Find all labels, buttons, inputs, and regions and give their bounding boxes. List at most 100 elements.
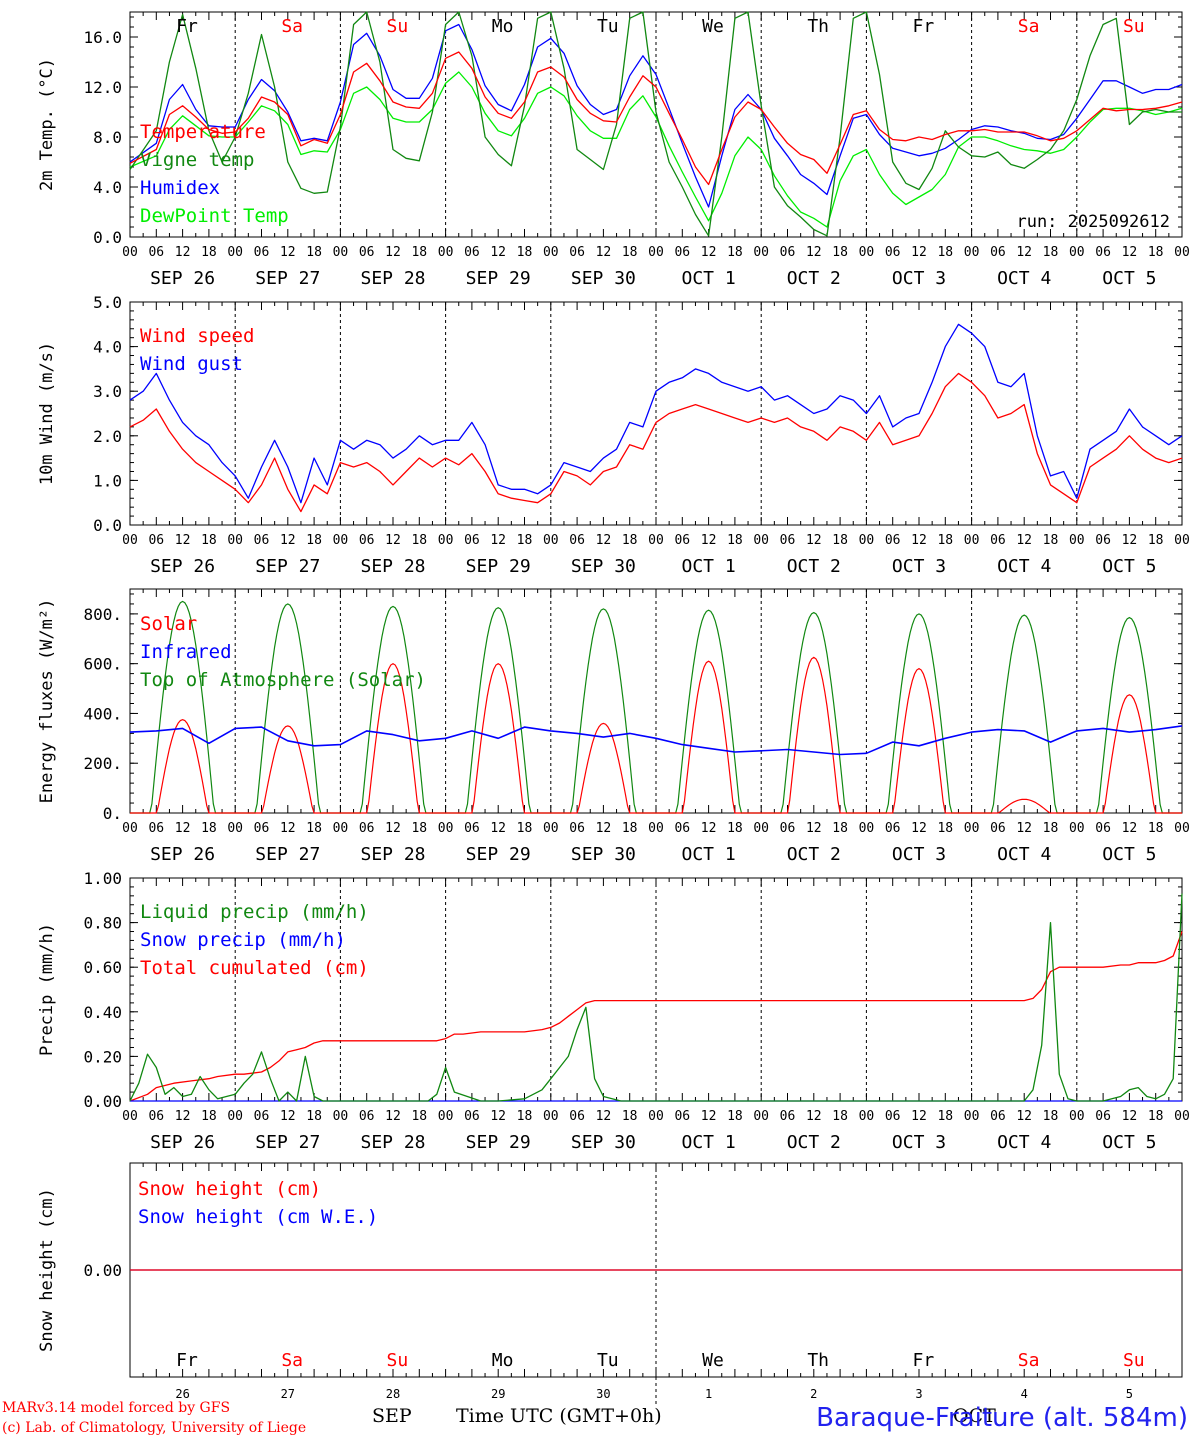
x-date-label: OCT 4 <box>997 556 1051 577</box>
legend-entry: Snow precip (mm/h) <box>140 929 346 951</box>
y-tick-label: 600. <box>83 655 122 674</box>
x-hour-label: 00 <box>122 821 138 836</box>
legend-entry: Snow height (cm W.E.) <box>138 1206 378 1228</box>
x-hour-label: 12 <box>911 245 927 260</box>
x-hour-label: 12 <box>280 245 296 260</box>
x-hour-label: 06 <box>674 1109 690 1124</box>
lab-credit: (c) Lab. of Climatology, University of L… <box>2 1420 307 1436</box>
x-hour-label: 06 <box>359 821 375 836</box>
x-date-label: OCT 1 <box>682 1132 736 1153</box>
y-tick-label: 1.0 <box>93 471 122 490</box>
y-tick-label: 0.0 <box>93 228 122 247</box>
x-hour-label: 00 <box>859 821 875 836</box>
legend-entry: Liquid precip (mm/h) <box>140 901 369 923</box>
x-hour-label: 00 <box>1174 533 1190 548</box>
x-hour-label: 06 <box>780 1109 796 1124</box>
y-axis-label: Precip (mm/h) <box>37 923 57 1056</box>
x-hour-label: 00 <box>648 533 664 548</box>
y-tick-label: 12.0 <box>83 78 122 97</box>
x-hour-label: 06 <box>674 821 690 836</box>
weekday-label: Sa <box>281 16 303 37</box>
x-hour-label: 00 <box>1174 1109 1190 1124</box>
y-tick-label: 400. <box>83 704 122 723</box>
x-date-label: OCT 1 <box>682 268 736 289</box>
x-hour-label: 12 <box>385 821 401 836</box>
x-date-label: SEP 28 <box>360 268 425 289</box>
x-hour-label: 00 <box>753 821 769 836</box>
plot-frame <box>129 588 1183 814</box>
day-number: 2 <box>810 1387 817 1401</box>
x-date-label: OCT 5 <box>1102 844 1156 865</box>
x-hour-label: 12 <box>806 533 822 548</box>
x-date-label: SEP 28 <box>360 1132 425 1153</box>
x-hour-label: 18 <box>1148 821 1164 836</box>
month-oct: OCT <box>953 1405 996 1427</box>
station-title: Baraque-Fraiture (alt. 584m) <box>816 1403 1188 1433</box>
month-sep: SEP <box>372 1405 412 1427</box>
x-hour-label: 12 <box>385 245 401 260</box>
x-date-label: OCT 4 <box>997 1132 1051 1153</box>
weekday-label: Fr <box>913 1350 935 1371</box>
x-date-label: SEP 30 <box>571 268 636 289</box>
panel-3: 0. 200. 400. 600. 800. Energy fluxes (W/m²) 00… <box>37 588 1190 865</box>
x-date-label: SEP 28 <box>360 844 425 865</box>
weekday-label: Su <box>387 16 409 37</box>
legend-entry: Infrared <box>140 641 232 663</box>
x-hour-label: 12 <box>596 821 612 836</box>
x-hour-label: 06 <box>885 533 901 548</box>
x-hour-label: 18 <box>411 245 427 260</box>
x-hour-label: 06 <box>1095 533 1111 548</box>
x-hour-label: 12 <box>280 821 296 836</box>
x-hour-label: 00 <box>438 1109 454 1124</box>
day-number: 26 <box>175 1387 189 1401</box>
x-hour-label: 12 <box>490 245 506 260</box>
y-tick-label: 0.0 <box>93 516 122 535</box>
x-hour-label: 06 <box>464 533 480 548</box>
x-hour-label: 06 <box>254 533 270 548</box>
y-tick-label: 4.0 <box>93 338 122 357</box>
x-hour-label: 06 <box>569 533 585 548</box>
x-hour-label: 18 <box>517 1109 533 1124</box>
x-hour-label: 06 <box>780 533 796 548</box>
x-date-label: OCT 2 <box>787 556 841 577</box>
plot-frame <box>129 301 1183 526</box>
x-hour-label: 18 <box>622 245 638 260</box>
x-axis-title: Time UTC (GMT+0h) <box>456 1405 662 1427</box>
x-hour-label: 00 <box>859 245 875 260</box>
x-hour-label: 06 <box>254 821 270 836</box>
x-hour-label: 06 <box>148 1109 164 1124</box>
x-hour-label: 18 <box>306 245 322 260</box>
x-hour-label: 06 <box>569 1109 585 1124</box>
x-hour-label: 12 <box>806 1109 822 1124</box>
legend-entry: Vigne temp <box>140 149 254 171</box>
x-hour-label: 06 <box>885 1109 901 1124</box>
x-hour-label: 06 <box>464 245 480 260</box>
x-hour-label: 00 <box>333 1109 349 1124</box>
x-date-label: SEP 29 <box>466 268 531 289</box>
x-hour-label: 06 <box>674 245 690 260</box>
weekday-label: Tu <box>597 16 619 37</box>
x-date-label: SEP 30 <box>571 556 636 577</box>
x-hour-label: 12 <box>911 1109 927 1124</box>
x-hour-label: 12 <box>175 533 191 548</box>
x-date-label: OCT 5 <box>1102 1132 1156 1153</box>
x-hour-label: 12 <box>806 821 822 836</box>
x-hour-label: 06 <box>885 245 901 260</box>
series-wind_gust <box>129 323 1183 504</box>
y-tick-label: 1.00 <box>83 869 122 888</box>
x-hour-label: 12 <box>385 1109 401 1124</box>
x-hour-label: 00 <box>1069 533 1085 548</box>
x-hour-label: 18 <box>622 821 638 836</box>
weekday-label: Th <box>807 1350 829 1371</box>
x-hour-label: 18 <box>937 821 953 836</box>
legend-entry: Solar <box>140 613 197 635</box>
x-hour-label: 00 <box>333 533 349 548</box>
x-hour-label: 06 <box>569 821 585 836</box>
x-hour-label: 18 <box>517 533 533 548</box>
x-hour-label: 12 <box>806 245 822 260</box>
x-hour-label: 18 <box>306 821 322 836</box>
x-hour-label: 18 <box>1043 1109 1059 1124</box>
x-hour-label: 18 <box>727 821 743 836</box>
x-hour-label: 00 <box>543 245 559 260</box>
x-hour-label: 12 <box>701 821 717 836</box>
